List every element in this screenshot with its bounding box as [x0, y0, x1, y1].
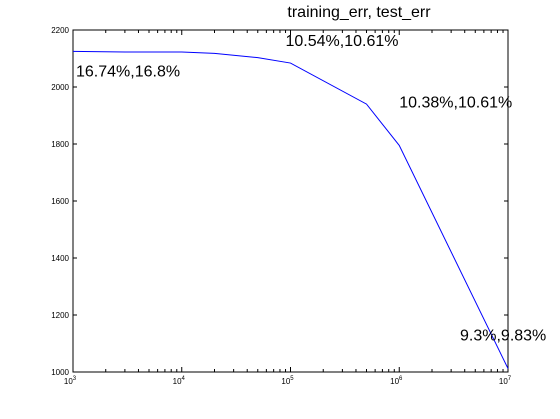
y-tick-label: 1600	[51, 197, 69, 206]
x-tick-label: 105	[281, 376, 294, 386]
y-tick-label: 1200	[51, 311, 69, 320]
y-tick-label: 1400	[51, 254, 69, 263]
plot-area	[72, 29, 509, 373]
y-tick-label: 2000	[51, 83, 69, 92]
chart-title: training_err, test_err	[287, 4, 431, 21]
y-tick-label: 1000	[51, 368, 69, 377]
data-annotation: 10.54%,10.61%	[286, 33, 399, 50]
y-tick-label: 2200	[51, 26, 69, 35]
annotation-layer: 16.74%,16.8% 10.54%,10.61% 10.38%,10.61% 9.…	[76, 33, 546, 345]
y-axis: 1000 1200 1400 1600 1800 2000 2200	[51, 26, 508, 377]
series-line-0	[72, 50, 509, 369]
data-annotation: 10.38%,10.61%	[399, 94, 512, 111]
series-layer	[72, 50, 509, 369]
x-tick-label: 103	[64, 376, 77, 386]
y-tick-label: 1800	[51, 140, 69, 149]
data-annotation: 9.3%,9.83%	[460, 328, 546, 345]
x-tick-label: 104	[173, 376, 186, 386]
x-tick-label: 106	[390, 376, 403, 386]
data-annotation: 16.74%,16.8%	[76, 63, 180, 80]
x-axis: 103 104 105 106 107	[64, 30, 512, 386]
x-tick-label: 107	[499, 376, 512, 386]
